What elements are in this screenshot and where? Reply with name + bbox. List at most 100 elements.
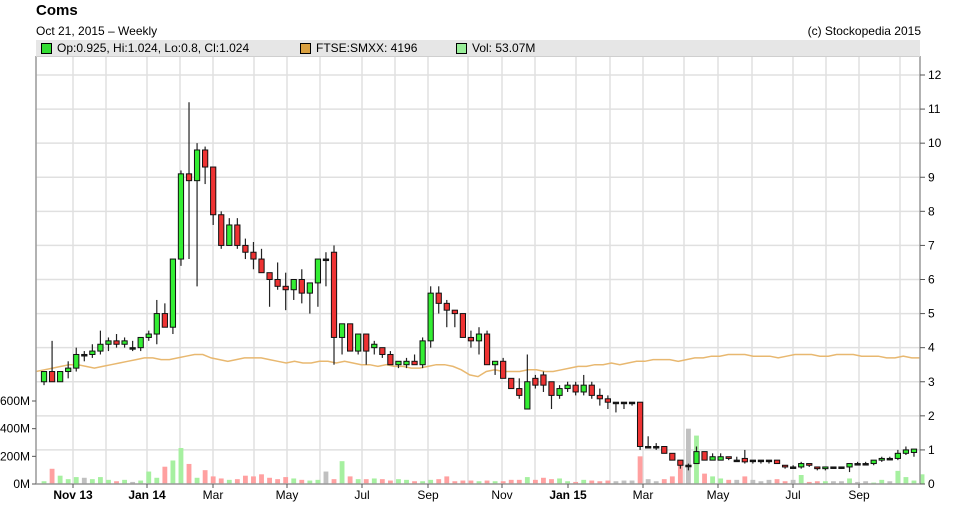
volume-bar (202, 470, 208, 484)
volume-tick-label: 400M (0, 422, 30, 436)
volume-bar (766, 479, 772, 484)
candle (532, 374, 539, 389)
candle (564, 381, 571, 392)
volume-bar (186, 463, 192, 484)
candle (902, 446, 910, 456)
x-tick-label: May (707, 488, 730, 502)
candle (781, 464, 789, 469)
x-tick-label: Mar (203, 488, 224, 502)
candle (910, 448, 918, 457)
chart-subtitle: Oct 21, 2015 – Weekly (36, 24, 158, 38)
price-tick-label: 11 (928, 102, 941, 116)
candle (870, 459, 877, 466)
volume-bar (81, 477, 87, 484)
candle (693, 446, 700, 465)
x-tick-label: Sep (848, 488, 870, 502)
volume-bar (702, 473, 707, 484)
chart-legend: Op:0.925, Hi:1.024, Lo:0.8, Cl:1.024 FTS… (36, 40, 920, 57)
x-tick-label: Jan 15 (549, 488, 587, 502)
candle (185, 102, 193, 260)
volume-swatch-icon (456, 42, 467, 54)
volume-bar (863, 481, 869, 484)
candle (838, 466, 845, 469)
volume-bar (170, 460, 176, 484)
volume-bar (436, 479, 442, 484)
volume-bar (782, 481, 788, 484)
candle (161, 303, 168, 328)
volume-bar (178, 448, 184, 484)
volume-bar (106, 479, 111, 484)
candle (427, 286, 434, 348)
volume-bar (476, 481, 482, 484)
volume-bar (283, 477, 289, 484)
candle (105, 337, 112, 352)
volume-bar (259, 474, 264, 484)
candle (218, 211, 225, 249)
candle (806, 463, 813, 467)
volume-bar (605, 480, 611, 484)
candle (540, 371, 547, 392)
volume-bar (242, 475, 248, 484)
volume-bar (798, 475, 804, 484)
volume-bar (839, 481, 844, 484)
candle (508, 377, 515, 390)
volume-bar (726, 479, 732, 484)
volume-bar (597, 481, 603, 484)
volume-bar (162, 466, 168, 484)
volume-bar (339, 461, 345, 484)
volume-bar (210, 476, 216, 484)
candle (709, 453, 716, 461)
candle (669, 452, 676, 461)
index-line (35, 353, 920, 378)
candle (274, 262, 281, 290)
candle (491, 360, 499, 375)
volume-bar (65, 479, 71, 484)
candle (411, 354, 418, 366)
candle (443, 299, 450, 328)
candle (40, 371, 48, 386)
candle (387, 351, 394, 366)
candle (862, 461, 869, 466)
volume-bar (444, 476, 450, 484)
candle (137, 336, 144, 352)
candle (234, 218, 241, 249)
volume-bar (581, 479, 587, 484)
volume-bar (806, 481, 812, 484)
volume-bar (661, 479, 667, 484)
volume-bar (653, 481, 659, 484)
volume-bar (97, 477, 103, 484)
volume-bar (589, 480, 595, 484)
x-tick-label: Sep (417, 488, 439, 502)
candle (65, 361, 72, 379)
candle (330, 245, 338, 365)
candle (725, 456, 732, 461)
candle (226, 218, 233, 246)
volume-bar (887, 481, 893, 484)
candle (636, 401, 644, 450)
candle (822, 466, 829, 471)
candle (548, 381, 555, 410)
x-tick-label: May (276, 488, 299, 502)
volume-bar (291, 478, 297, 484)
volume-bar (758, 481, 764, 484)
candle (145, 330, 152, 341)
price-tick-label: 8 (928, 204, 935, 218)
volume-bar (484, 480, 490, 484)
volume-bar (404, 479, 409, 484)
legend-volume-label: Vol: 53.07M (472, 41, 536, 55)
candle (97, 330, 104, 355)
candle (701, 451, 708, 461)
volume-bar (73, 477, 79, 484)
volume-bar (645, 479, 651, 484)
volume-bar (855, 481, 861, 484)
candle (765, 459, 773, 464)
volume-bar (718, 478, 724, 484)
volume-bar (541, 477, 546, 484)
candle (73, 347, 80, 372)
volume-bar (879, 479, 885, 484)
price-tick-label: 9 (928, 170, 935, 184)
volume-bar (226, 479, 232, 484)
candle (475, 327, 483, 355)
candle (524, 354, 531, 410)
candle (193, 143, 201, 287)
